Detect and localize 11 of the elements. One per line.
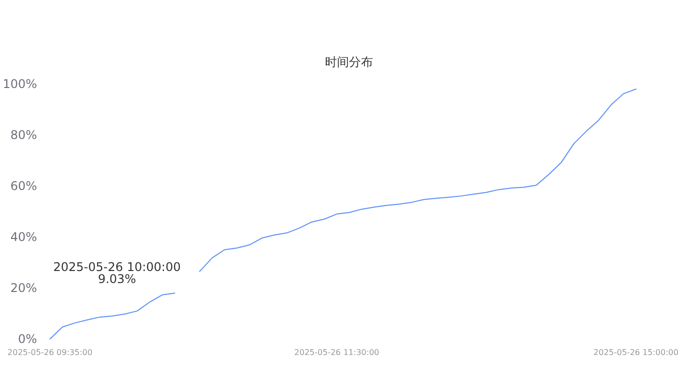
y-tick-label: 60% [10, 179, 37, 193]
y-tick-label: 40% [10, 230, 37, 244]
y-tick-label: 100% [2, 77, 37, 91]
chart-title: 时间分布 [325, 55, 373, 69]
x-tick-label: 2025-05-26 09:35:00 [8, 348, 92, 357]
x-tick-label: 2025-05-26 15:00:00 [594, 348, 678, 357]
y-tick-label: 0% [18, 332, 37, 346]
y-tick-label: 20% [10, 281, 37, 295]
y-tick-label: 80% [10, 128, 37, 142]
x-tick-label: 2025-05-26 11:30:00 [294, 348, 380, 357]
annotation: 2025-05-26 10:00:00 9.03% [53, 260, 181, 286]
